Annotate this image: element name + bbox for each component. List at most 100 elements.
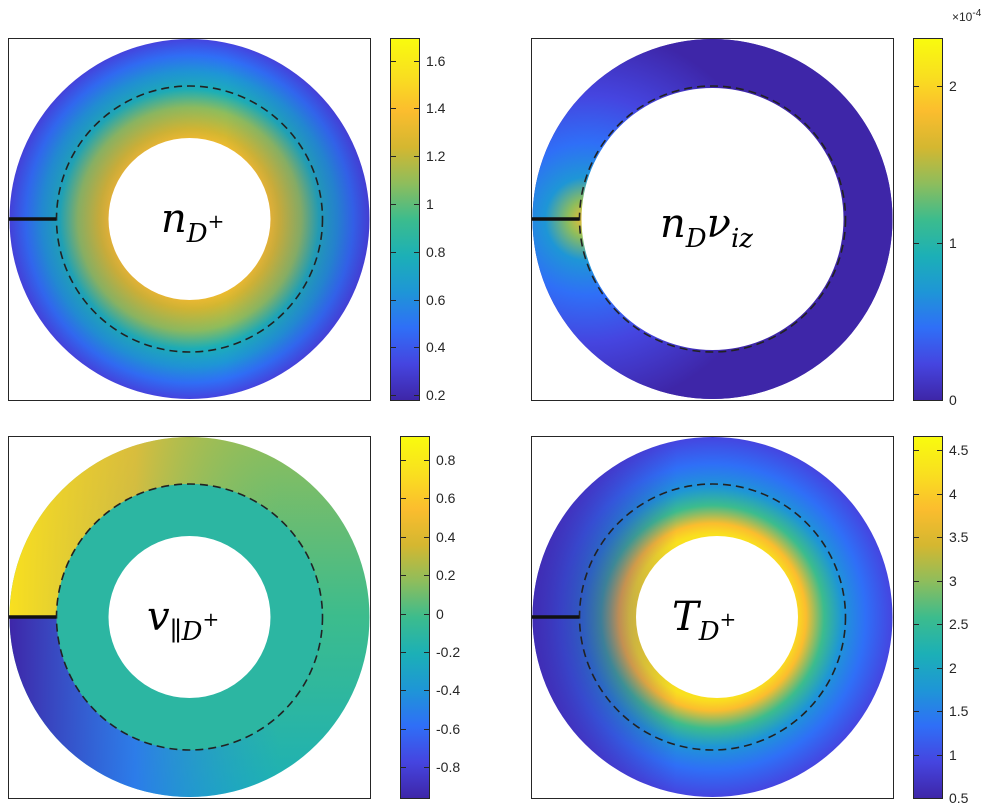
colorbar-tick-label: -0.6: [436, 721, 461, 737]
colorbar-tick-label: 0.6: [436, 490, 456, 506]
colorbar-tick-label: 2: [949, 78, 957, 94]
colorbar-tick-mark: [424, 767, 429, 768]
colorbar-tick-label: 3.5: [949, 529, 969, 545]
colorbar-tick-mark: [391, 347, 396, 348]
colorbar-tick-label: 1.5: [949, 703, 969, 719]
colorbar-tick-mark: [937, 400, 942, 401]
colorbar-tick-mark: [401, 729, 406, 730]
colorbar-tick-label: 0.5: [949, 790, 969, 806]
density-map: [9, 39, 370, 399]
colorbar-tick-label: 3: [949, 573, 957, 589]
temperature-map: [532, 437, 893, 797]
colorbar-tick-mark: [424, 537, 429, 538]
colorbar-tick-mark: [914, 755, 919, 756]
colorbar-temperature: [913, 436, 943, 799]
colorbar-ionization: [913, 38, 943, 401]
colorbar-tick-mark: [401, 652, 406, 653]
colorbar-tick-mark: [937, 86, 942, 87]
colorbar-tick-mark: [937, 668, 942, 669]
colorbar-tick-mark: [424, 460, 429, 461]
colorbar-tick-label: -0.2: [436, 644, 461, 660]
colorbar-tick-mark: [914, 400, 919, 401]
colorbar-tick-mark: [914, 537, 919, 538]
colorbar-tick-mark: [424, 729, 429, 730]
colorbar-tick-mark: [391, 204, 396, 205]
colorbar-tick-label: -0.8: [436, 759, 461, 775]
colorbar-tick-mark: [401, 498, 406, 499]
colorbar-tick-mark: [414, 252, 419, 253]
colorbar-tick-mark: [937, 494, 942, 495]
colorbar-tick-label: 1: [426, 196, 434, 212]
velocity-map: [9, 437, 370, 797]
plot-frame-velocity: v∥D+: [8, 436, 371, 799]
colorbar-exponent: ×10-4: [952, 8, 982, 24]
colorbar-tick-label: 0.8: [436, 452, 456, 468]
colorbar-tick-label: 1: [949, 235, 957, 251]
separatrix-dashed: [578, 85, 847, 353]
colorbar-tick-mark: [414, 204, 419, 205]
colorbar-tick-label: 0.6: [426, 292, 446, 308]
colorbar-tick-mark: [424, 652, 429, 653]
colorbar-tick-mark: [914, 711, 919, 712]
colorbar-tick-mark: [414, 395, 419, 396]
inner-hole: [636, 536, 798, 698]
inner-hole: [108, 138, 271, 300]
colorbar-tick-mark: [414, 156, 419, 157]
colorbar-tick-mark: [937, 798, 942, 799]
colorbar-tick-label: 0.2: [436, 567, 456, 583]
colorbar-tick-mark: [391, 395, 396, 396]
colorbar-tick-mark: [937, 624, 942, 625]
colorbar-density: [390, 38, 420, 401]
colorbar-tick-label: 0: [949, 392, 957, 408]
ionization-map: [532, 39, 893, 399]
colorbar-tick-mark: [424, 575, 429, 576]
colorbar-tick-label: 0.4: [426, 339, 446, 355]
colorbar-tick-mark: [401, 537, 406, 538]
colorbar-tick-mark: [914, 86, 919, 87]
colorbar-tick-mark: [401, 767, 406, 768]
colorbar-tick-mark: [937, 537, 942, 538]
temperature-label: TD+: [672, 594, 737, 647]
colorbar-tick-mark: [414, 347, 419, 348]
colorbar-tick-mark: [937, 243, 942, 244]
colorbar-tick-mark: [424, 614, 429, 615]
colorbar-tick-label: 1.4: [426, 100, 446, 116]
colorbar-tick-label: 4.5: [949, 442, 969, 458]
separatrix-dashed: [55, 483, 324, 751]
colorbar-tick-mark: [414, 108, 419, 109]
plot-frame-ionization: nDνiz: [531, 38, 894, 401]
colorbar-tick-label: 2.5: [949, 616, 969, 632]
colorbar-tick-label: 0.4: [436, 529, 456, 545]
colorbar-tick-mark: [401, 460, 406, 461]
colorbar-tick-mark: [401, 575, 406, 576]
colorbar-tick-mark: [391, 300, 396, 301]
inner-hole: [581, 88, 844, 350]
colorbar-tick-mark: [914, 450, 919, 451]
inner-hole: [108, 536, 271, 698]
separatrix-dashed: [578, 483, 847, 751]
colorbar-tick-mark: [414, 61, 419, 62]
colorbar-tick-label: 0: [436, 606, 444, 622]
plot-frame-temperature: TD+: [531, 436, 894, 799]
colorbar-tick-mark: [914, 494, 919, 495]
colorbar-tick-label: 2: [949, 660, 957, 676]
colorbar-tick-label: -0.4: [436, 682, 461, 698]
colorbar-tick-mark: [424, 690, 429, 691]
ionization-label: nDνiz: [660, 201, 753, 254]
colorbar-tick-label: 4: [949, 486, 957, 502]
colorbar-tick-mark: [391, 156, 396, 157]
colorbar-tick-label: 1.6: [426, 53, 446, 69]
colorbar-tick-mark: [914, 624, 919, 625]
plot-frame-density: nD+: [8, 38, 371, 401]
colorbar-tick-label: 1.2: [426, 148, 446, 164]
colorbar-tick-mark: [914, 668, 919, 669]
colorbar-tick-mark: [914, 581, 919, 582]
velocity-label: v∥D+: [147, 594, 220, 647]
colorbar-tick-mark: [914, 798, 919, 799]
colorbar-tick-mark: [401, 614, 406, 615]
colorbar-tick-mark: [937, 581, 942, 582]
colorbar-tick-mark: [937, 450, 942, 451]
colorbar-tick-mark: [401, 690, 406, 691]
colorbar-tick-mark: [424, 498, 429, 499]
density-label: nD+: [161, 196, 225, 249]
